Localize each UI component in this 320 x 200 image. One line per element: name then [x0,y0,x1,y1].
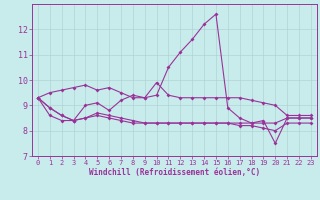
X-axis label: Windchill (Refroidissement éolien,°C): Windchill (Refroidissement éolien,°C) [89,168,260,177]
